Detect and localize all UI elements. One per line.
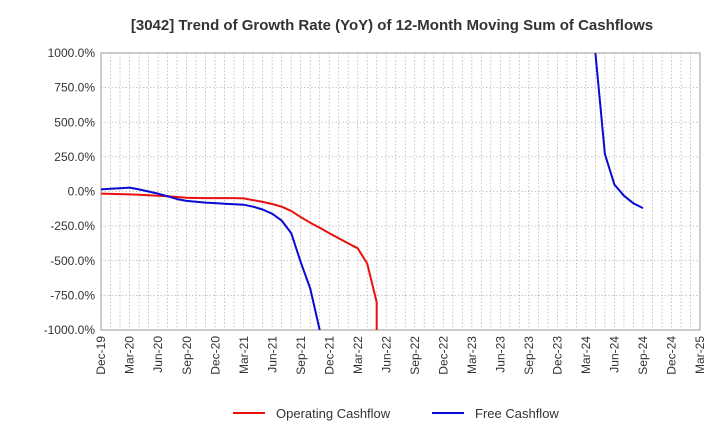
series-line-free-cashflow — [101, 186, 321, 330]
y-tick-label: 250.0% — [54, 150, 95, 164]
x-tick-label: Mar-20 — [123, 336, 137, 374]
series-lines — [101, 53, 644, 330]
y-tick-label: -250.0% — [50, 219, 95, 233]
y-tick-label: 750.0% — [54, 81, 95, 95]
x-tick-label: Sep-23 — [522, 336, 536, 375]
series-line-free-cashflow — [594, 53, 644, 209]
grid — [101, 52, 700, 331]
x-tick-label: Dec-24 — [665, 336, 679, 375]
x-tick-label: Dec-20 — [208, 336, 222, 375]
x-axis-ticks: Dec-19 Mar-20 Jun-20 Sep-20 Dec-20 Mar-21 Jun-… — [94, 336, 707, 375]
x-tick-label: Sep-22 — [408, 336, 422, 375]
y-tick-label: 1000.0% — [48, 46, 96, 60]
legend: Operating Cashflow Free Cashflow — [233, 406, 559, 421]
x-tick-label: Jun-20 — [151, 336, 165, 373]
x-tick-label: Mar-25 — [693, 336, 707, 374]
plot-area-frame — [100, 52, 701, 331]
x-tick-label: Mar-21 — [237, 336, 251, 374]
x-tick-label: Sep-24 — [636, 336, 650, 375]
x-tick-label: Jun-23 — [494, 336, 508, 373]
x-tick-label: Mar-23 — [465, 336, 479, 374]
x-tick-label: Dec-22 — [436, 336, 450, 375]
y-tick-label: 0.0% — [68, 185, 96, 199]
y-tick-label: -1000.0% — [44, 323, 96, 337]
x-tick-label: Sep-21 — [294, 336, 308, 375]
y-tick-label: -500.0% — [50, 254, 95, 268]
y-axis-ticks: 1000.0% 750.0% 500.0% 250.0% 0.0% -250.0% -500… — [44, 46, 96, 337]
legend-label: Free Cashflow — [475, 406, 559, 421]
y-tick-label: -750.0% — [50, 288, 95, 302]
x-tick-label: Jun-21 — [265, 336, 279, 373]
chart-title: [3042] Trend of Growth Rate (YoY) of 12-… — [131, 17, 653, 34]
x-tick-label: Dec-19 — [94, 336, 108, 375]
x-tick-label: Sep-20 — [180, 336, 194, 375]
x-tick-label: Mar-22 — [351, 336, 365, 374]
x-tick-label: Jun-22 — [379, 336, 393, 373]
legend-label: Operating Cashflow — [276, 406, 391, 421]
x-tick-label: Jun-24 — [608, 336, 622, 373]
x-tick-label: Dec-23 — [551, 336, 565, 375]
series-line-operating-cashflow — [101, 192, 378, 330]
y-tick-label: 500.0% — [54, 115, 95, 129]
x-tick-label: Mar-24 — [579, 336, 593, 374]
x-tick-label: Dec-21 — [322, 336, 336, 375]
